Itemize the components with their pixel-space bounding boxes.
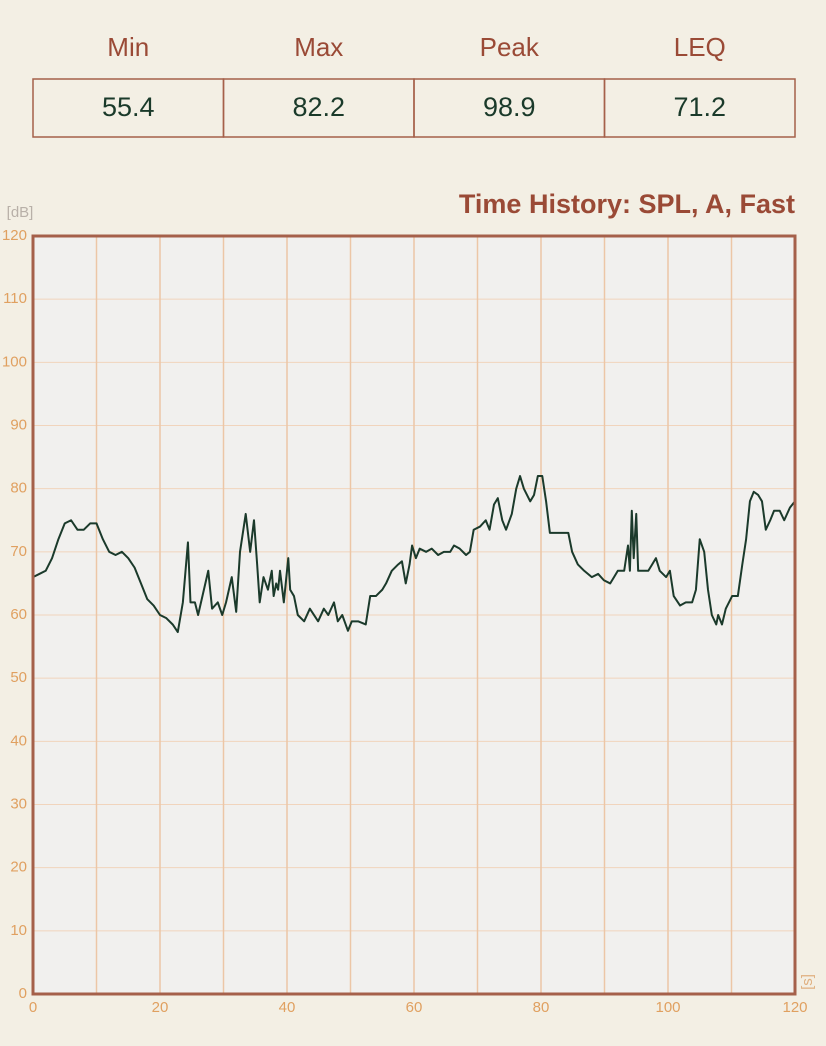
y-tick-label: 50 (10, 669, 27, 686)
stat-value: 82.2 (292, 92, 345, 122)
y-tick-label: 100 (2, 353, 27, 370)
stat-label: Max (294, 32, 343, 62)
x-tick-label: 120 (782, 999, 807, 1016)
plot-border (31, 234, 797, 996)
stat-value: 98.9 (483, 92, 536, 122)
stat-value: 55.4 (102, 92, 155, 122)
y-tick-label: 80 (10, 480, 27, 497)
y-tick-label: 120 (2, 227, 27, 244)
x-tick-label: 20 (152, 999, 169, 1016)
x-tick-label: 100 (655, 999, 680, 1016)
x-tick-label: 0 (29, 999, 37, 1016)
stat-value: 71.2 (673, 92, 726, 122)
y-tick-label: 110 (3, 290, 27, 307)
stat-cell (603, 78, 796, 138)
y-tick-label: 70 (10, 543, 27, 560)
y-unit: [dB] (7, 204, 34, 221)
y-tick-label: 30 (10, 795, 27, 812)
x-tick-label: 60 (406, 999, 423, 1016)
y-tick-label: 60 (10, 606, 27, 623)
y-tick-label: 40 (10, 732, 27, 749)
y-tick-label: 20 (10, 859, 27, 876)
stat-label: Min (107, 32, 149, 62)
y-tick-label: 0 (19, 985, 27, 1002)
stat-label: LEQ (674, 32, 726, 62)
chart-title: Time History: SPL, A, Fast (459, 189, 795, 219)
x-unit: [s] (799, 974, 816, 990)
x-tick-label: 80 (533, 999, 550, 1016)
y-tick-label: 90 (10, 416, 27, 433)
y-tick-label: 10 (10, 922, 27, 939)
x-tick-label: 40 (279, 999, 296, 1016)
data-line (32, 475, 796, 634)
stat-label: Peak (480, 32, 540, 62)
